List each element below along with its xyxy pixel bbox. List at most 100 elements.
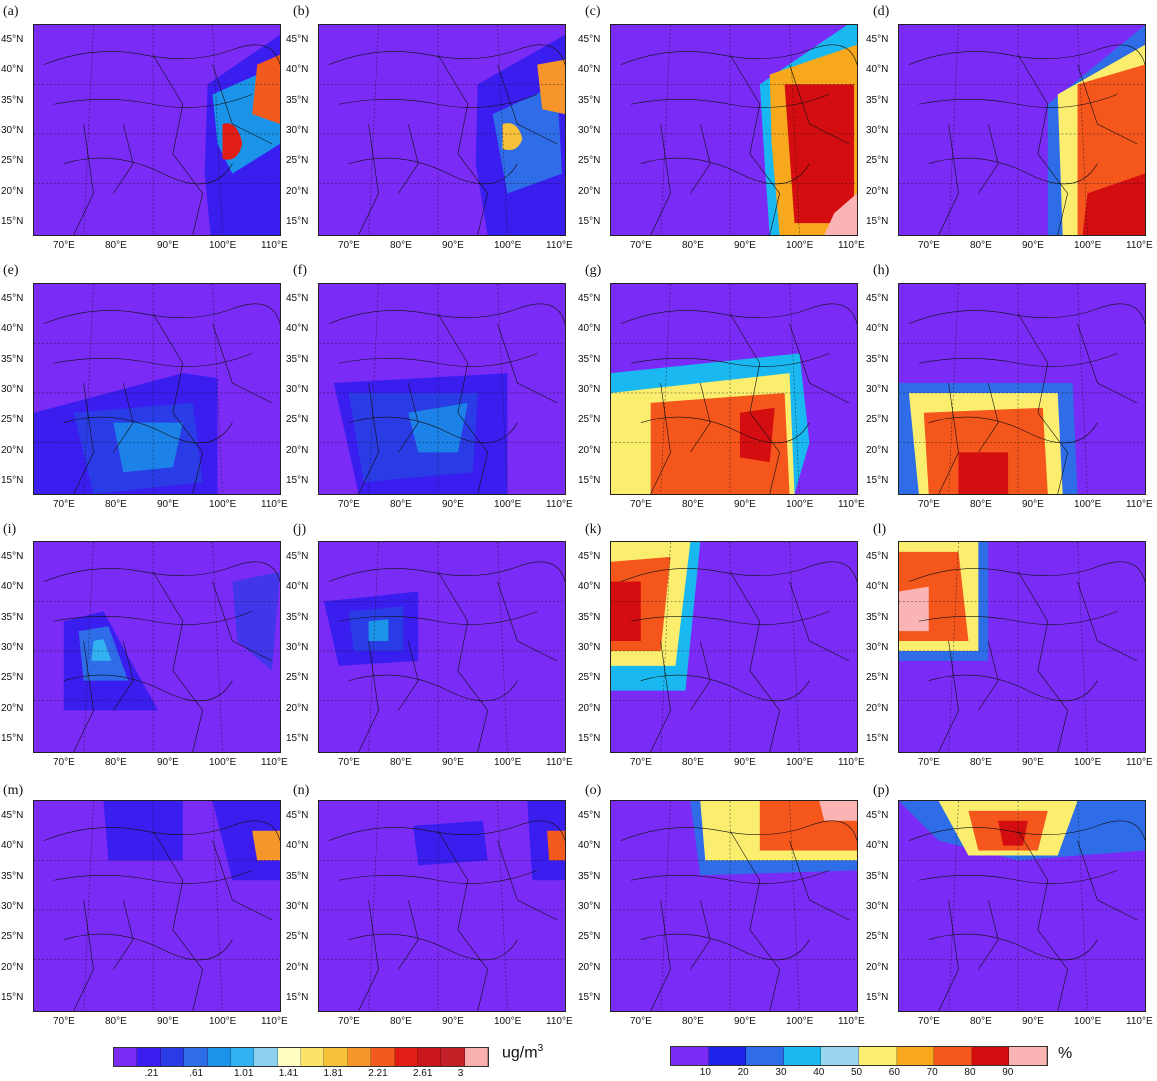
panel-label: (f) (293, 263, 307, 278)
latitude-label: 40°N (866, 64, 889, 76)
longitude-label: 80°E (970, 757, 992, 768)
map-panel (318, 800, 566, 1012)
map-panel (33, 541, 281, 753)
latitude-label: 20°N (286, 961, 309, 973)
panel-label: (p) (873, 783, 890, 798)
latitude-label: 15°N (286, 474, 309, 486)
longitude-label: 110°E (838, 757, 865, 768)
colorbar-tick-label: 1.01 (233, 1068, 254, 1079)
latitude-label: 30°N (866, 124, 889, 136)
colorbar-swatch (708, 1047, 747, 1065)
longitude-label: 70°E (918, 499, 940, 510)
longitude-label: 90°E (734, 499, 756, 510)
longitude-label: 90°E (1022, 499, 1044, 510)
map-panel (33, 24, 281, 236)
map-plume-overlay (611, 284, 857, 494)
colorbar-swatch (137, 1048, 161, 1066)
latitude-label: 25°N (286, 931, 309, 943)
latitude-label: 35°N (286, 353, 309, 365)
latitude-label: 45°N (578, 551, 601, 562)
longitude-label: 80°E (682, 499, 704, 510)
latitude-label: 35°N (578, 353, 601, 365)
longitude-label: 100°E (494, 1016, 522, 1027)
longitude-label: 90°E (734, 757, 756, 768)
longitude-label: 70°E (918, 1016, 940, 1027)
colorbar-swatch (441, 1048, 465, 1066)
colorbar-swatch (934, 1047, 972, 1065)
latitude-label: 25°N (1, 672, 24, 684)
longitude-label: 100°E (209, 499, 237, 510)
longitude-label: 80°E (390, 240, 412, 251)
latitude-label: 25°N (866, 414, 889, 426)
longitude-label: 110°E (838, 1016, 865, 1027)
map-plume-overlay (34, 801, 280, 1011)
panel-label: (l) (873, 522, 887, 537)
longitude-label: 90°E (442, 499, 464, 510)
map-plume-overlay (899, 542, 1145, 752)
longitude-label: 100°E (209, 1016, 237, 1027)
colorbar-swatch (324, 1048, 348, 1066)
latitude-label: 30°N (286, 641, 309, 653)
map-panel (318, 283, 566, 495)
longitude-label: 80°E (682, 1016, 704, 1027)
colorbar-swatch (207, 1048, 231, 1066)
longitude-label: 110°E (261, 757, 288, 768)
map-panel (610, 541, 858, 753)
latitude-label: 25°N (578, 931, 601, 943)
longitude-label: 80°E (105, 1016, 127, 1027)
longitude-label: 110°E (838, 240, 865, 251)
latitude-label: 40°N (1, 64, 24, 76)
panel-label: (d) (873, 4, 890, 19)
latitude-label: 40°N (578, 581, 601, 593)
longitude-label: 70°E (918, 240, 940, 251)
map-plume-overlay (611, 25, 857, 235)
panel-label: (o) (585, 783, 602, 798)
map-panel (33, 800, 281, 1012)
latitude-label: 40°N (1, 840, 24, 852)
latitude-label: 30°N (866, 641, 889, 653)
longitude-label: 110°E (261, 499, 288, 510)
longitude-label: 90°E (1022, 240, 1044, 251)
longitude-label: 80°E (390, 757, 412, 768)
colorbar-tick-label: .61 (189, 1068, 204, 1079)
colorbar-swatch (896, 1047, 935, 1065)
colorbar-tick-label: 2.21 (368, 1068, 388, 1079)
latitude-label: 15°N (866, 991, 889, 1003)
longitude-label: 70°E (630, 240, 652, 251)
latitude-label: 30°N (286, 124, 309, 136)
colorbar-tick-label: 3 (457, 1068, 464, 1079)
latitude-label: 20°N (1, 444, 24, 456)
latitude-label: 30°N (866, 900, 889, 912)
colorbar-swatch (417, 1048, 442, 1066)
latitude-label: 20°N (866, 961, 889, 973)
latitude-label: 35°N (578, 870, 601, 882)
latitude-label: 30°N (578, 124, 601, 136)
colorbar-swatch (254, 1048, 278, 1066)
latitude-label: 40°N (578, 840, 601, 852)
latitude-label: 40°N (866, 581, 889, 593)
longitude-label: 90°E (1022, 1016, 1044, 1027)
map-panel (898, 541, 1146, 753)
latitude-label: 20°N (286, 702, 309, 714)
latitude-label: 15°N (1, 991, 24, 1003)
longitude-label: 100°E (209, 240, 237, 251)
latitude-label: 15°N (578, 991, 601, 1003)
longitude-label: 70°E (53, 240, 75, 251)
latitude-label: 25°N (578, 414, 601, 426)
latitude-label: 35°N (286, 611, 309, 623)
colorbar-tick-label: 2.61 (412, 1068, 433, 1079)
latitude-label: 45°N (578, 810, 601, 821)
longitude-label: 80°E (390, 1016, 412, 1027)
colorbar-swatch (230, 1048, 255, 1066)
latitude-label: 20°N (286, 185, 309, 197)
longitude-label: 110°E (546, 1016, 573, 1027)
longitude-label: 70°E (338, 240, 360, 251)
longitude-label: 70°E (53, 757, 75, 768)
longitude-label: 100°E (209, 757, 237, 768)
longitude-label: 70°E (338, 499, 360, 510)
colorbar-swatch (971, 1047, 1010, 1065)
panel-label: (j) (293, 522, 307, 537)
map-plume-overlay (899, 25, 1145, 235)
colorbar-swatch (160, 1048, 185, 1066)
longitude-label: 70°E (338, 757, 360, 768)
